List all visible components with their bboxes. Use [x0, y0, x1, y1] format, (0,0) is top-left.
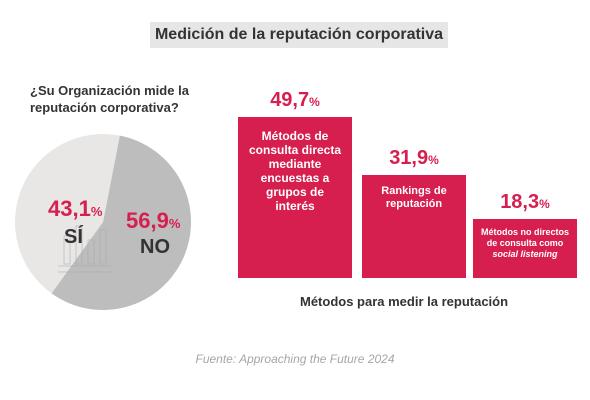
bar-axis-label: Métodos para medir la reputación [300, 294, 509, 309]
chart-title: Medición de la reputación corporativa [150, 22, 448, 48]
pie-value-si: 43,1% [48, 196, 103, 221]
pie-label-no: NO [140, 236, 170, 258]
pie-label-si: SÍ [64, 225, 83, 248]
source-note: Fuente: Approaching the Future 2024 [195, 352, 395, 366]
pie-slice-si [15, 134, 120, 294]
bar-value-1: 49,7% [270, 89, 320, 111]
bar-1: Métodos de consulta directa mediante enc… [238, 117, 352, 278]
bar-3: Métodos no directos de consulta como soc… [473, 218, 577, 278]
pie-question: ¿Su Organización mide la reputación corp… [30, 83, 189, 115]
pie-watermark [58, 225, 112, 273]
bar-value-3: 18,3% [500, 190, 550, 213]
bar-2: Rankings de reputación [362, 174, 466, 278]
bar-value-2: 31,9% [389, 146, 439, 169]
pie-value-no: 56,9% [126, 208, 181, 233]
